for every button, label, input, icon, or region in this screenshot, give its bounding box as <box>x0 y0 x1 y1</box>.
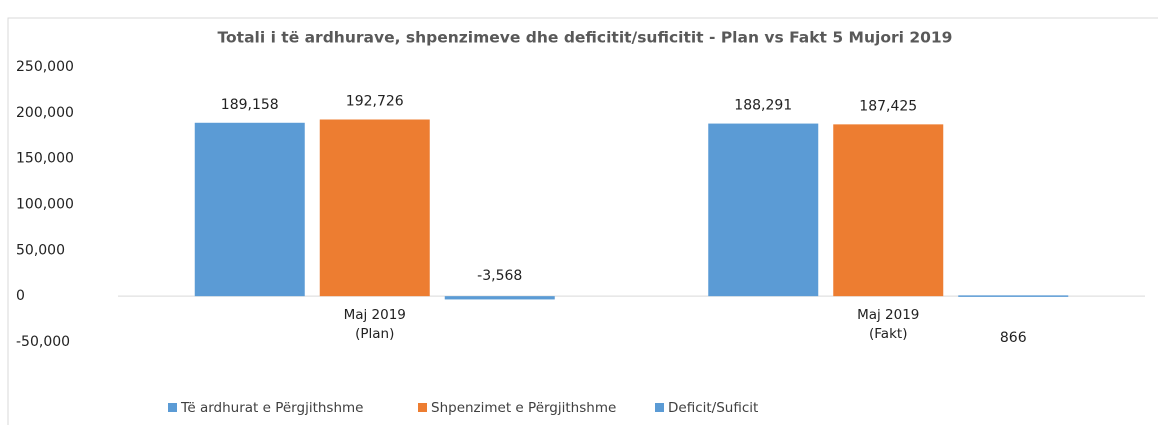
bar <box>444 296 555 300</box>
y-tick-label: 0 <box>16 288 25 304</box>
x-tick-label: Maj 2019 (Plan) <box>343 307 406 343</box>
legend-swatch <box>418 403 427 412</box>
bar <box>708 123 819 297</box>
y-tick-label: 50,000 <box>16 242 65 258</box>
data-label: 187,425 <box>859 98 917 114</box>
bar <box>319 119 430 297</box>
y-tick-label: 100,000 <box>16 197 74 213</box>
y-tick-label: -50,000 <box>16 334 70 350</box>
data-label: 866 <box>1000 330 1027 346</box>
x-tick-label: Maj 2019 (Fakt) <box>857 307 920 343</box>
y-tick-label: 200,000 <box>16 105 74 121</box>
data-label: 188,291 <box>734 98 792 114</box>
bar <box>833 124 944 297</box>
bar <box>194 122 305 297</box>
bar <box>958 295 1069 297</box>
data-label: 192,726 <box>346 94 404 110</box>
y-tick-label: 250,000 <box>16 59 74 75</box>
legend-label: Shpenzimet e Përgjithshme <box>431 400 616 416</box>
legend-label: Të ardhurat e Përgjithshme <box>180 400 363 416</box>
y-tick-label: 150,000 <box>16 151 74 167</box>
chart-frame <box>7 17 1158 425</box>
data-label: -3,568 <box>477 268 522 284</box>
legend-swatch <box>655 403 664 412</box>
chart-title: Totali i të ardhurave, shpenzimeve dhe d… <box>218 29 953 47</box>
legend-label: Deficit/Suficit <box>668 400 758 416</box>
data-label: 189,158 <box>221 97 279 113</box>
legend-swatch <box>168 403 177 412</box>
